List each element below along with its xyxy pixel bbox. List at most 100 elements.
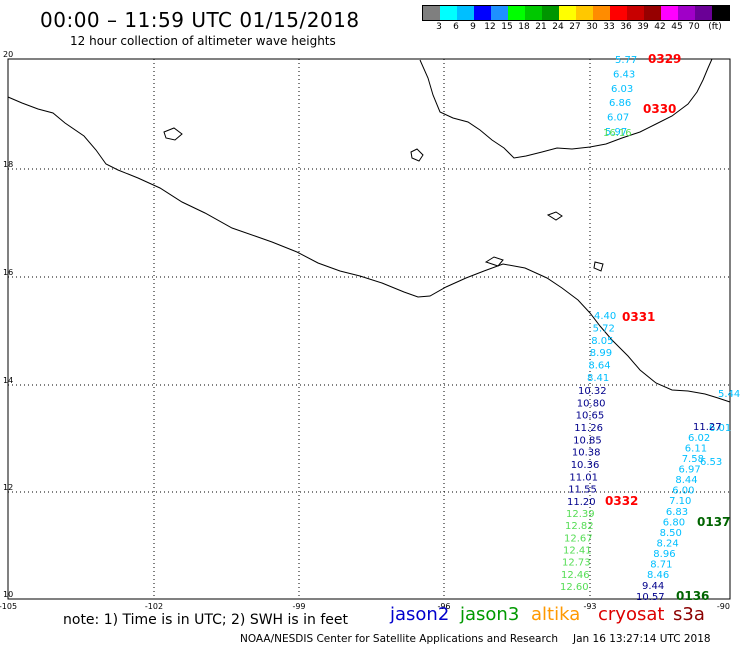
wave-height-value: 11.55 [568, 485, 597, 496]
wave-height-value: 7.58 [682, 454, 704, 465]
longitude-label: -96 [437, 602, 450, 611]
colorbar-swatch [559, 6, 576, 20]
island-3 [484, 256, 504, 267]
pass-ids: 0329 0330 0331 0332 0137 0136 [605, 52, 730, 603]
coastline [7, 58, 731, 403]
longitude-labels: -105 -102 -99 -96 -93 -90 [0, 602, 730, 611]
colorbar-swatch [644, 6, 661, 20]
wave-height-value: 11.01 [569, 472, 598, 483]
satellite-legend-jason2: jason2 [390, 604, 450, 625]
wave-height-value: 6.02 [688, 433, 710, 444]
wave-height-value: 12.73 [562, 558, 591, 569]
latitude-label: 16 [3, 268, 13, 277]
colorbar-swatch [576, 6, 593, 20]
wave-height-value: 10.85 [573, 435, 602, 446]
wave-height-value: 10.65 [576, 411, 605, 422]
wave-height-value: 8.46 [647, 570, 669, 581]
colorbar-swatch [678, 6, 695, 20]
latitude-label: 10 [3, 590, 13, 599]
wave-height-value: 6.01 [709, 423, 731, 434]
colorbar-swatch [491, 6, 508, 20]
island-1 [410, 148, 424, 162]
wave-height-value: 8.96 [653, 549, 675, 560]
colorbar-label: 27 [569, 22, 581, 32]
latitude-label: 18 [3, 160, 13, 169]
colorbar-swatch [525, 6, 542, 20]
map-frame [7, 58, 731, 600]
wave-height-value: 5.97 [605, 127, 627, 138]
colorbar-label: 36 [620, 22, 632, 32]
wave-height-value: 10.32 [578, 386, 607, 397]
colorbar-label: 33 [603, 22, 615, 32]
longitude-label: -99 [292, 602, 305, 611]
colorbar-swatch [661, 6, 678, 20]
pass-id: 0137 [697, 515, 730, 529]
wave-height-value: 5.72 [593, 323, 615, 334]
colorbar-swatch [610, 6, 627, 20]
pass-id: 0136 [676, 589, 709, 603]
wave-height-value: 12.39 [566, 509, 595, 520]
colorbar-label: 42 [654, 22, 666, 32]
colorbar-swatch [457, 6, 474, 20]
longitude-label: -102 [145, 602, 163, 611]
wave-height-value: 6.43 [613, 69, 635, 80]
satellite-legend-jason3: jason3 [460, 604, 520, 625]
wave-height-value: 6.00 [672, 486, 694, 497]
pass-id: 0332 [605, 494, 638, 508]
colorbar-label: 3 [436, 22, 442, 32]
wave-height-value: 8.50 [660, 528, 682, 539]
longitude-label: -93 [583, 602, 596, 611]
wave-height-value: 11.26 [574, 423, 603, 434]
island-5 [163, 127, 183, 141]
latitude-label: 14 [3, 376, 13, 385]
wave-height-value: 11.20 [567, 497, 596, 508]
pass-id: 0330 [643, 102, 676, 116]
wave-height-value: 12.67 [564, 533, 593, 544]
colorbar-swatch [474, 6, 491, 20]
colorbar-swatch [593, 6, 610, 20]
colorbar-swatch [542, 6, 559, 20]
latitude-label: 20 [3, 50, 13, 59]
wave-height-value: 6.80 [663, 517, 685, 528]
latitude-label: 12 [3, 483, 13, 492]
graticule [8, 59, 730, 599]
satellite-legend-altika: altika [531, 604, 581, 625]
colorbar-label: 12 [484, 22, 496, 32]
wave-height-value: 6.53 [700, 457, 722, 468]
coastline-gulf-coast [419, 58, 713, 159]
wave-height-value: 11.27 [693, 422, 722, 433]
wave-height-value: 8.24 [657, 538, 679, 549]
coastline-pacific-mexico [7, 96, 731, 403]
satellite-legend-cryosat: cryosat [598, 604, 665, 625]
colorbar-label: 70 [688, 22, 700, 32]
colorbar-swatch [712, 6, 729, 20]
wave-height-value: 6.07 [607, 113, 629, 124]
island-2 [546, 211, 563, 221]
colorbar-swatch [508, 6, 525, 20]
colorbar-label: 24 [552, 22, 564, 32]
colorbar-label: 30 [586, 22, 598, 32]
colorbar-label: 6 [453, 22, 459, 32]
wave-height-value: 12.60 [560, 582, 589, 593]
wave-height-value: 5.44 [718, 389, 740, 400]
wave-height-value: 8.71 [650, 560, 672, 571]
colorbar-label: 18 [518, 22, 530, 32]
pass-id: 0329 [648, 52, 681, 66]
wave-height-value: 12.82 [565, 521, 594, 532]
wave-height-value: 10.57 [636, 592, 665, 603]
colorbar-label: 9 [470, 22, 476, 32]
colorbar-labels: 3 6 9 12 15 18 21 24 27 30 33 36 39 42 45 70 (ft) [422, 22, 740, 34]
wave-height-value: 8.64 [588, 361, 610, 372]
island-4 [593, 261, 604, 272]
satellite-legend-s3a: s3a [673, 604, 705, 625]
wave-height-value: 5.77 [615, 55, 637, 66]
wave-height-value: 10.36 [571, 460, 600, 471]
longitude-label: -90 [717, 602, 730, 611]
colorbar-label: 21 [535, 22, 547, 32]
wave-height-colorbar [422, 5, 730, 21]
wave-height-value: 12.46 [561, 570, 590, 581]
wave-height-value: 8.99 [590, 348, 612, 359]
wave-height-value: 10.38 [572, 448, 601, 459]
